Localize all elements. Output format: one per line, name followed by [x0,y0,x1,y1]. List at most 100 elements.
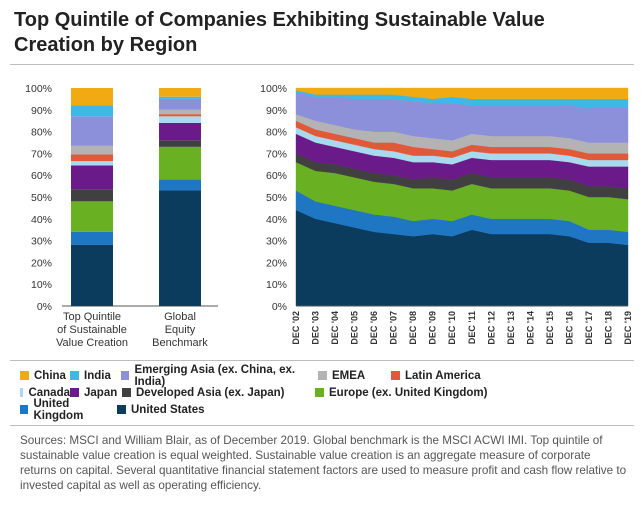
x-tick-label: DEC '05 [350,311,360,345]
legend-divider [10,425,634,426]
bar-segment-india [71,105,113,117]
legend-label: China [34,369,66,382]
x-tick-label: DEC '08 [408,311,418,345]
x-tick-label: DEC '11 [467,311,477,344]
left-y-tick-label: 50% [31,192,52,204]
bar-segment-emerging-asia-ex-china-ex-india [159,98,201,110]
legend-item-emerging-asia-ex-china-ex-india: Emerging Asia (ex. China, ex. India) [121,364,318,388]
source-note: Sources: MSCI and William Blair, as of D… [20,434,627,492]
bar-segment-latin-america [159,114,201,117]
right-y-tick-label: 80% [266,127,287,139]
left-y-tick-label: 90% [31,105,52,117]
legend-label: Europe (ex. United Kingdom) [329,386,488,399]
bar-segment-india [159,96,201,99]
right-y-tick-label: 90% [266,105,287,117]
right-y-tick-label: 30% [266,236,287,248]
left-y-tick-label: 30% [31,236,52,248]
legend-swatch [70,371,79,380]
right-y-tick-label: 0% [272,301,287,313]
left-y-tick-label: 0% [37,301,52,313]
left-y-tick-label: 70% [31,148,52,160]
x-tick-label: DEC '18 [603,311,613,345]
left-y-tick-label: 80% [31,127,52,139]
legend-label: Emerging Asia (ex. China, ex. India) [134,363,296,388]
x-tick-label: DEC '14 [525,311,535,345]
bar-category-label: Global [164,311,196,323]
bar-segment-united-states [159,190,201,306]
legend-item-emea: EMEA [318,370,391,382]
x-tick-label: DEC '06 [369,311,379,345]
legend-label: Developed Asia (ex. Japan) [136,386,285,399]
bar-category-label: Equity [165,324,196,336]
right-y-tick-label: 100% [260,83,287,95]
legend-item-latin-america: Latin America [391,370,491,382]
legend-swatch [20,405,29,414]
bar-segment-united-states [71,244,113,306]
x-tick-label: DEC '16 [564,311,574,345]
bar-segment-united-kingdom [159,179,201,191]
legend-item-china: China [20,370,70,382]
bar-segment-europe-ex-united-kingdom [71,201,113,232]
legend-swatch [122,388,131,397]
legend-swatch [70,388,79,397]
bar-segment-emea [159,109,201,115]
bar-segment-latin-america [71,154,113,162]
right-y-tick-label: 10% [266,279,287,291]
bar-segment-united-kingdom [71,231,113,245]
right-y-tick-label: 60% [266,170,287,182]
legend-swatch [315,388,324,397]
legend-item-india: India [70,370,121,382]
left-y-tick-label: 100% [25,83,52,95]
bar-category-label: Benchmark [152,337,208,349]
legend-item-japan: Japan [70,387,122,399]
legend-label: Japan [84,386,118,399]
title-divider [10,64,634,65]
bar-category-label: Top Quintile [63,311,121,323]
bar-segment-japan [71,165,113,190]
legend-swatch [117,405,126,414]
x-tick-label: DEC '03 [311,311,321,345]
x-tick-label: DEC '10 [447,311,457,345]
legend-row: United Kingdom United States [20,398,630,422]
bar-segment-developed-asia-ex-japan [71,189,113,202]
legend: China India Emerging Asia (ex. China, ex. … [20,364,630,422]
bar-segment-europe-ex-united-kingdom [159,146,201,180]
x-tick-label: DEC '15 [545,311,555,345]
x-tick-label: DEC '04 [330,311,340,345]
legend-label: India [84,369,111,382]
bar-category-label: Value Creation [56,337,128,349]
legend-label: EMEA [332,369,366,382]
legend-label: Canada [28,386,70,399]
legend-swatch [121,371,130,380]
bar-segment-canada [159,116,201,123]
bar-segment-china [159,88,201,97]
left-y-tick-label: 60% [31,170,52,182]
legend-item-developed-asia-ex-japan: Developed Asia (ex. Japan) [122,387,315,399]
legend-swatch [318,371,327,380]
x-tick-label: DEC '02 [291,311,301,345]
legend-label: United States [131,403,205,416]
legend-item-europe-ex-united-kingdom: Europe (ex. United Kingdom) [315,387,495,399]
legend-label: Latin America [405,369,481,382]
legend-swatch [20,371,29,380]
chart-title: Top Quintile of Companies Exhibiting Sus… [14,9,545,56]
legend-swatch [20,388,24,397]
left-y-tick-label: 10% [31,279,52,291]
x-tick-label: DEC '17 [584,311,594,345]
right-y-tick-label: 20% [266,257,287,269]
legend-swatch [391,371,400,380]
x-tick-label: DEC '13 [506,311,516,345]
right-y-tick-label: 50% [266,192,287,204]
right-y-tick-label: 70% [266,148,287,160]
x-tick-label: DEC '19 [623,311,633,345]
bar-segment-canada [71,161,113,166]
right-y-tick-label: 40% [266,214,287,226]
legend-item-united-states: United States [117,404,237,416]
bar-segment-china [71,88,113,106]
x-tick-label: DEC '12 [486,311,496,345]
chart-area: 0% 10% 20% 30% 40% 50% 60% 70% 80% 90% 100% Top Qui… [25,83,633,349]
legend-item-united-kingdom: United Kingdom [20,398,117,422]
legend-item-canada: Canada [20,387,70,399]
legend-row: China India Emerging Asia (ex. China, ex. … [20,364,630,388]
bar-segment-emerging-asia-ex-china-ex-india [71,116,113,146]
